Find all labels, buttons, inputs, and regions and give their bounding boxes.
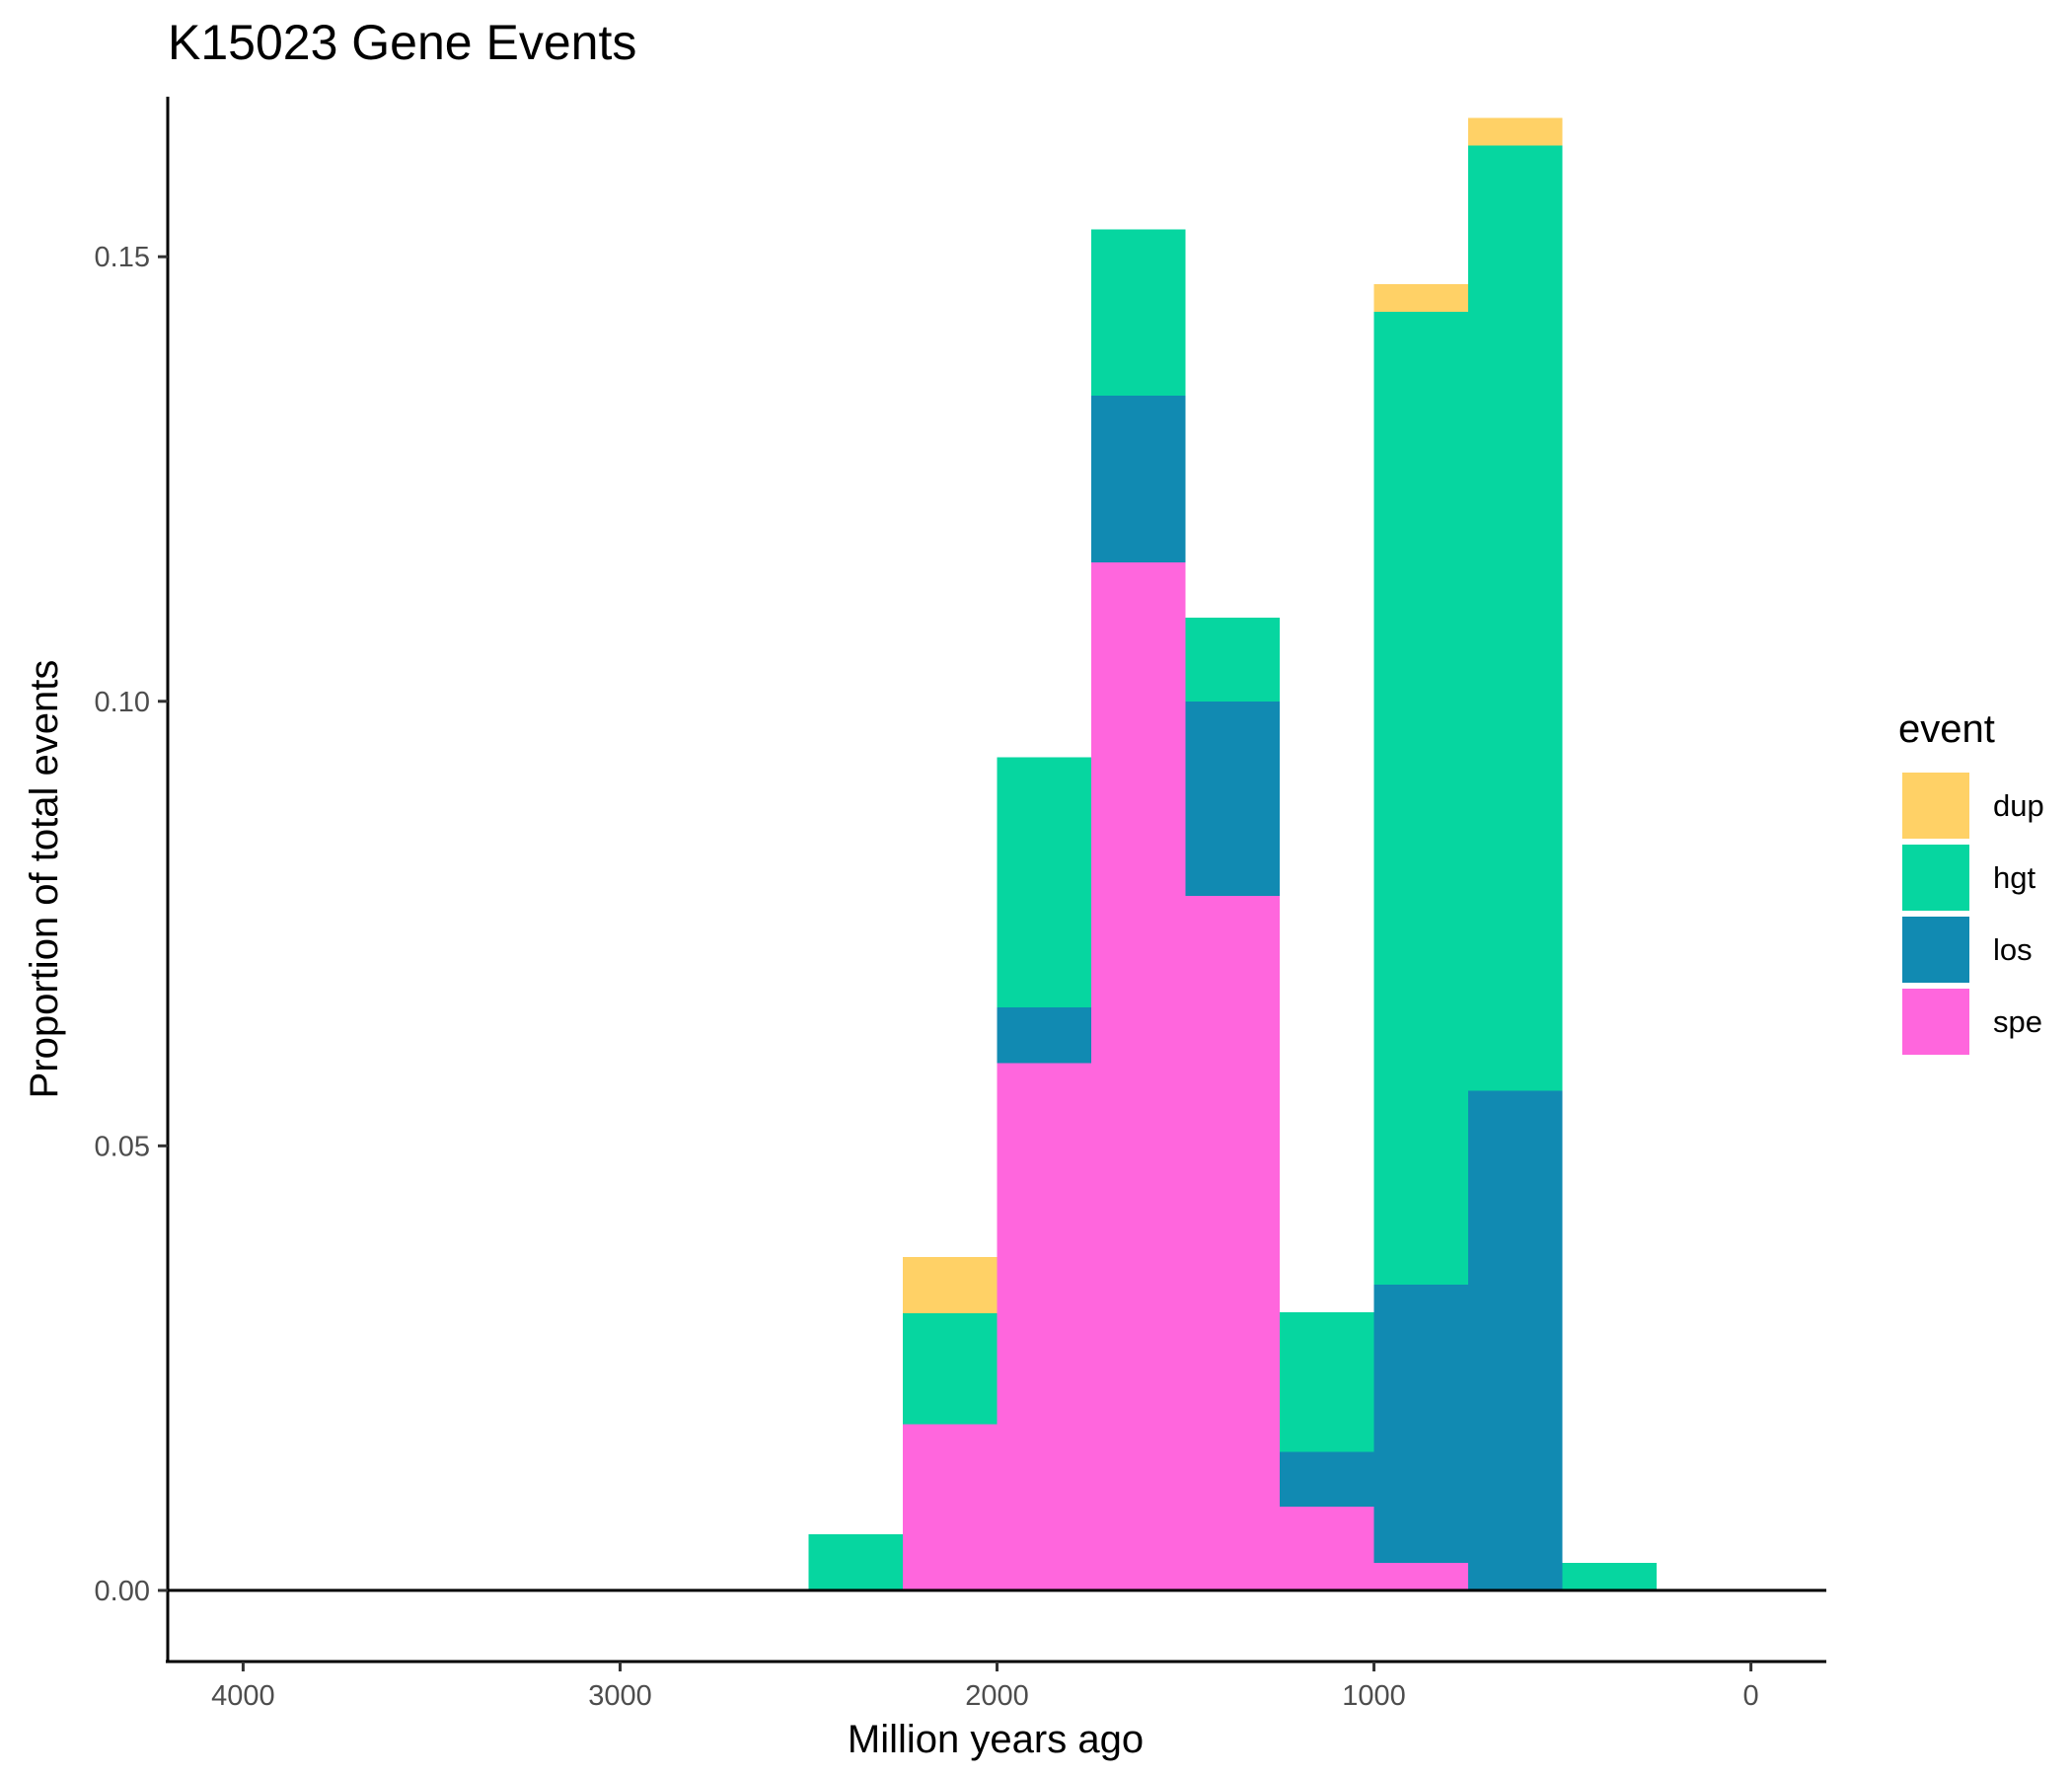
bar-dup-875 bbox=[1373, 284, 1469, 313]
bar-spe-1625 bbox=[1091, 562, 1186, 1591]
legend-label-dup: dup bbox=[1993, 788, 2044, 823]
bar-los-875 bbox=[1373, 1284, 1469, 1563]
legend-label-hgt: hgt bbox=[1993, 860, 2035, 895]
bar-spe-1125 bbox=[1280, 1507, 1374, 1591]
y-tick-label: 0.10 bbox=[95, 687, 150, 718]
bar-hgt-2125 bbox=[902, 1312, 998, 1425]
legend-label-spe: spe bbox=[1993, 1004, 2042, 1039]
bar-hgt-1875 bbox=[997, 757, 1092, 1007]
bar-hgt-1375 bbox=[1185, 618, 1281, 702]
y-tick-label: 0.00 bbox=[95, 1576, 150, 1607]
x-axis-ticks: 4000 3000 2000 1000 0 bbox=[211, 1662, 1759, 1712]
bar-dup-625 bbox=[1468, 117, 1563, 146]
bar-los-1625 bbox=[1091, 395, 1186, 563]
legend-label-los: los bbox=[1993, 932, 2033, 967]
legend: event dup hgt los spe bbox=[1898, 707, 2044, 1055]
bar-hgt-625 bbox=[1468, 145, 1563, 1091]
y-axis-ticks: 0.00 0.05 0.10 0.15 bbox=[95, 242, 168, 1607]
bar-hgt-2375 bbox=[808, 1534, 903, 1591]
x-tick-label: 3000 bbox=[588, 1680, 652, 1712]
x-tick-label: 1000 bbox=[1342, 1680, 1406, 1712]
y-tick-label: 0.15 bbox=[95, 242, 150, 273]
bar-los-1375 bbox=[1185, 701, 1281, 897]
bar-hgt-1125 bbox=[1280, 1311, 1374, 1452]
bar-spe-875 bbox=[1373, 1562, 1469, 1591]
legend-key-dup bbox=[1902, 773, 1969, 839]
bar-hgt-1625 bbox=[1091, 229, 1186, 396]
bars-layer bbox=[808, 117, 1658, 1591]
legend-key-spe bbox=[1902, 989, 1969, 1055]
legend-key-los bbox=[1902, 917, 1969, 983]
bar-spe-1875 bbox=[997, 1063, 1092, 1591]
x-axis-title: Million years ago bbox=[848, 1718, 1144, 1761]
bar-los-625 bbox=[1468, 1090, 1563, 1591]
y-tick-label: 0.05 bbox=[95, 1131, 150, 1162]
bar-spe-1375 bbox=[1185, 896, 1281, 1591]
chart-title: K15023 Gene Events bbox=[168, 15, 636, 70]
bar-spe-2125 bbox=[902, 1424, 998, 1591]
bar-hgt-875 bbox=[1373, 312, 1469, 1285]
x-tick-label: 4000 bbox=[211, 1680, 275, 1712]
x-tick-label: 2000 bbox=[965, 1680, 1029, 1712]
bar-dup-2125 bbox=[902, 1256, 998, 1313]
legend-title: event bbox=[1898, 707, 1995, 751]
legend-key-hgt bbox=[1902, 845, 1969, 911]
x-tick-label: 0 bbox=[1743, 1680, 1759, 1712]
bar-los-1125 bbox=[1280, 1451, 1374, 1508]
bar-los-1875 bbox=[997, 1006, 1092, 1064]
bar-hgt-375 bbox=[1562, 1562, 1658, 1591]
y-axis-title: Proportion of total events bbox=[23, 660, 66, 1099]
